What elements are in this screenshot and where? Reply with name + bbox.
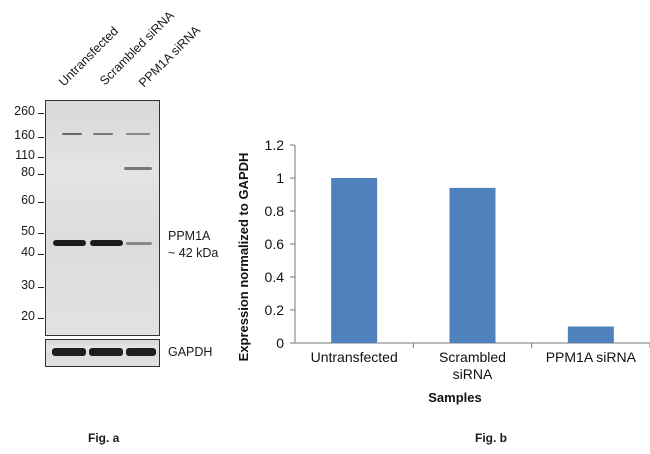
mw-tick	[38, 113, 44, 114]
figure-caption-b: Fig. b	[475, 431, 507, 445]
loading-control-label: GAPDH	[168, 345, 213, 359]
y-tick-label: 1	[276, 170, 284, 186]
mw-tick	[38, 137, 44, 138]
band-160-lane3	[126, 133, 150, 135]
y-tick-label: 1.2	[265, 137, 285, 153]
mw-tick	[38, 318, 44, 319]
x-tick-label: Untransfected	[311, 349, 398, 365]
mw-tick	[38, 287, 44, 288]
x-tick-label: PPM1A siRNA	[546, 349, 637, 365]
y-tick-label: 0.6	[265, 236, 285, 252]
band-gapdh-lane2	[89, 348, 123, 356]
band-160-lane2	[93, 133, 113, 135]
band-ppm1a-lane1	[53, 240, 86, 246]
mw-marker-60: 60	[21, 193, 35, 207]
mw-marker-50: 50	[21, 224, 35, 238]
main-blot-membrane	[45, 100, 160, 336]
band-ppm1a-lane2	[90, 240, 123, 246]
figure-caption-a: Fig. a	[88, 431, 120, 445]
mw-marker-30: 30	[21, 278, 35, 292]
mw-marker-260: 260	[14, 104, 35, 118]
y-tick-label: 0.4	[265, 269, 285, 285]
mw-marker-80: 80	[21, 165, 35, 179]
band-gapdh-lane1	[52, 348, 86, 356]
band-gapdh-lane3	[126, 348, 156, 356]
mw-marker-110: 110	[15, 148, 35, 162]
y-tick-label: 0.8	[265, 203, 285, 219]
mw-marker-40: 40	[21, 245, 35, 259]
target-protein-label: PPM1A	[168, 229, 211, 243]
mw-tick	[38, 202, 44, 203]
mw-tick	[38, 157, 44, 158]
mw-tick	[38, 233, 44, 234]
mw-marker-20: 20	[21, 309, 35, 323]
x-axis-title: Samples	[428, 390, 481, 405]
y-axis-title: Expression normalized to GAPDH	[236, 153, 251, 362]
bar-scrambled-sirna	[449, 187, 496, 343]
y-tick-label: 0.2	[265, 302, 285, 318]
x-tick-label: Scrambled	[439, 349, 506, 365]
y-tick-label: 0	[276, 335, 284, 351]
mw-marker-160: 160	[14, 128, 35, 142]
band-160-lane1	[62, 133, 82, 135]
band-ppm1a-lane3	[126, 242, 152, 245]
gapdh-blot-membrane	[45, 339, 160, 367]
bar-untransfected	[331, 178, 378, 343]
chart-bars	[331, 178, 614, 343]
mw-tick	[38, 254, 44, 255]
target-size-label: ~ 42 kDa	[168, 246, 219, 260]
band-80-lane3	[124, 167, 152, 170]
mw-tick	[38, 174, 44, 175]
bar-ppm1a-sirna	[567, 326, 614, 343]
x-tick-label: siRNA	[453, 366, 493, 382]
y-tick-labels: 0 0.2 0.4 0.6 0.8 1 1.2	[265, 137, 295, 351]
